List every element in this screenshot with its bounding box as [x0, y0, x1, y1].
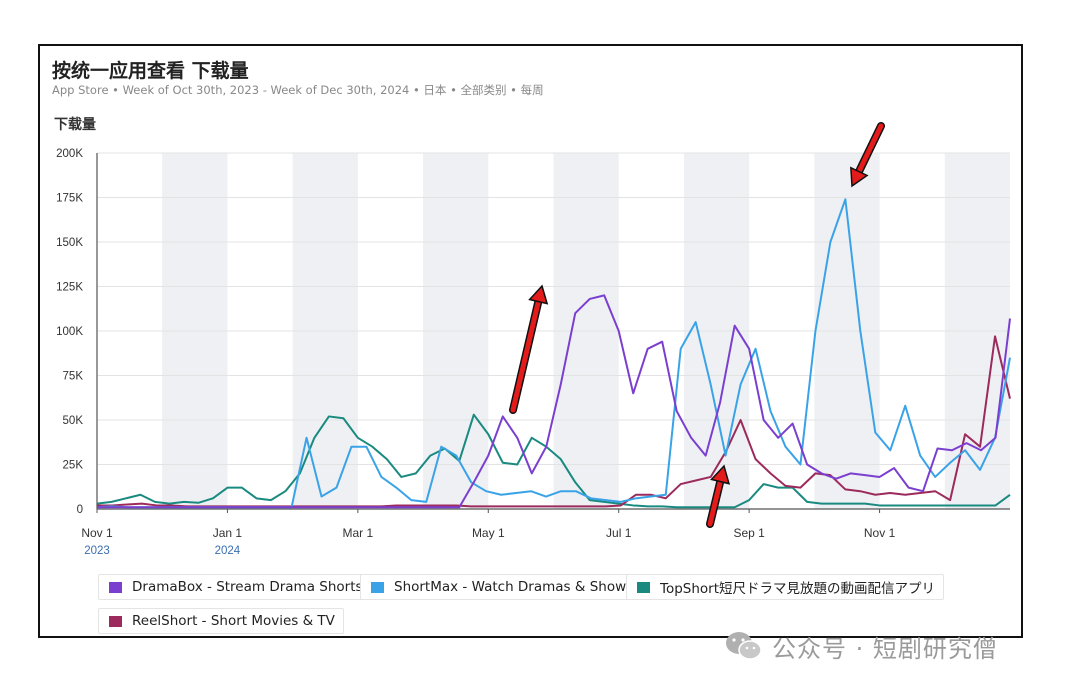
chart-title: 按统一应用查看 下载量 — [52, 60, 249, 82]
x-tick-label: Jul 1 — [606, 526, 632, 540]
arrow-head — [850, 166, 869, 188]
series-line — [96, 413, 1011, 509]
y-tick-label: 25K — [63, 460, 84, 472]
arrow-shaft — [707, 479, 723, 527]
arrow-shaft — [510, 299, 541, 413]
x-tick-label: Nov 1 — [81, 526, 113, 540]
annotation-arrows — [509, 122, 885, 528]
legend-label: ShortMax - Watch Dramas & Show — [394, 579, 627, 595]
chart-subtitle: App Store • Week of Oct 30th, 2023 - Wee… — [52, 83, 544, 97]
x-tick-sublabel: 2023 — [84, 545, 110, 557]
watermark-text: 公众号 · 短剧研究僧 — [772, 634, 998, 663]
y-tick-label: 200K — [56, 148, 83, 160]
series-line — [97, 294, 1011, 509]
x-tick-label: Jan 1 — [213, 526, 243, 540]
legend-label: DramaBox - Stream Drama Shorts — [132, 579, 363, 595]
legend-label: ReelShort - Short Movies & TV — [132, 613, 335, 629]
legend-label: TopShort短尺ドラマ見放題の動画配信アプリ — [660, 581, 936, 597]
wechat-icon — [726, 632, 762, 660]
legend-swatch — [371, 581, 384, 593]
legend-swatch — [109, 615, 122, 627]
line-chart: 0 25K 50K 75K 100K 125K 150K 175K 200K Nov 1 2023… — [56, 122, 1011, 557]
legend-item-topshort[interactable]: TopShort短尺ドラマ見放題の動画配信アプリ — [626, 574, 945, 600]
y-axis-label: 下载量 — [54, 117, 96, 133]
legend-item-shortmax[interactable]: ShortMax - Watch Dramas & Show — [360, 574, 636, 600]
legend-item-reelshort[interactable]: ReelShort - Short Movies & TV — [98, 608, 344, 634]
legend-swatch — [637, 581, 650, 593]
x-tick-label: Mar 1 — [343, 526, 374, 540]
x-tick-label: Nov 1 — [864, 526, 896, 540]
y-tick-label: 0 — [77, 504, 83, 516]
legend-item-dramabox[interactable]: DramaBox - Stream Drama Shorts — [98, 574, 372, 600]
x-tick-sublabel: 2024 — [215, 545, 241, 557]
y-tick-label: 125K — [56, 282, 83, 294]
arrow-shaft — [856, 123, 884, 175]
arrow-head — [710, 464, 731, 485]
y-tick-label: 50K — [63, 415, 84, 427]
arrow-head — [528, 284, 549, 305]
y-tick-label: 75K — [63, 371, 84, 383]
y-tick-label: 175K — [56, 193, 83, 205]
y-tick-label: 100K — [56, 326, 83, 338]
y-axis-ticks: 0 25K 50K 75K 100K 125K 150K 175K 200K — [56, 148, 83, 516]
x-axis-ticks: Nov 1 2023 Jan 1 2024 Mar 1 May 1 Jul 1 Sep 1 No… — [81, 509, 896, 557]
y-tick-label: 150K — [56, 237, 83, 249]
series-lines — [96, 198, 1011, 509]
chart-card: 按统一应用查看 下载量 App Store • Week of Oct 30th… — [38, 44, 1023, 638]
x-tick-label: Sep 1 — [733, 526, 765, 540]
x-tick-label: May 1 — [472, 526, 505, 540]
grid-lines — [96, 152, 1010, 510]
watermark: 公众号 · 短剧研究僧 — [724, 626, 998, 666]
legend-swatch — [109, 581, 122, 593]
